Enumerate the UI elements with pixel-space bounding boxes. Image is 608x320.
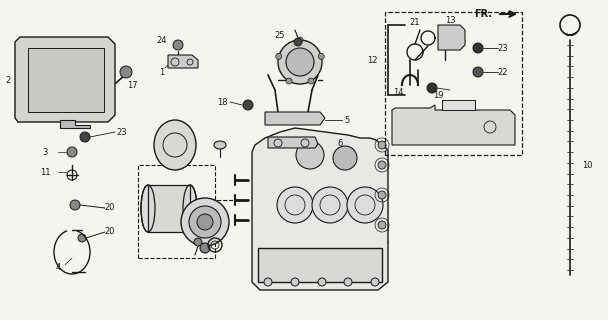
Circle shape bbox=[78, 234, 86, 242]
Circle shape bbox=[308, 78, 314, 84]
Circle shape bbox=[173, 40, 183, 50]
Text: 24: 24 bbox=[157, 36, 167, 44]
Circle shape bbox=[296, 141, 324, 169]
Text: 18: 18 bbox=[216, 98, 227, 107]
Polygon shape bbox=[438, 25, 465, 50]
Circle shape bbox=[378, 161, 386, 169]
Text: 23: 23 bbox=[498, 44, 508, 52]
Polygon shape bbox=[258, 248, 382, 282]
Circle shape bbox=[277, 187, 313, 223]
Polygon shape bbox=[60, 120, 90, 128]
Polygon shape bbox=[442, 100, 475, 110]
Text: 14: 14 bbox=[393, 87, 403, 97]
Circle shape bbox=[291, 278, 299, 286]
Text: 11: 11 bbox=[40, 167, 50, 177]
Circle shape bbox=[378, 221, 386, 229]
Ellipse shape bbox=[141, 185, 155, 232]
Text: 3: 3 bbox=[43, 148, 47, 156]
Text: 6: 6 bbox=[337, 139, 343, 148]
Circle shape bbox=[286, 78, 292, 84]
Circle shape bbox=[378, 191, 386, 199]
Circle shape bbox=[297, 37, 303, 43]
Text: 21: 21 bbox=[410, 18, 420, 27]
Text: 1: 1 bbox=[159, 68, 165, 76]
Text: 13: 13 bbox=[444, 15, 455, 25]
Text: 20: 20 bbox=[105, 204, 116, 212]
Circle shape bbox=[473, 43, 483, 53]
Circle shape bbox=[427, 83, 437, 93]
Circle shape bbox=[344, 278, 352, 286]
Ellipse shape bbox=[214, 141, 226, 149]
Circle shape bbox=[194, 238, 202, 246]
Polygon shape bbox=[265, 112, 325, 125]
Polygon shape bbox=[252, 128, 388, 290]
Polygon shape bbox=[15, 37, 115, 122]
Ellipse shape bbox=[154, 120, 196, 170]
Circle shape bbox=[120, 66, 132, 78]
Circle shape bbox=[181, 198, 229, 246]
Circle shape bbox=[294, 38, 302, 46]
Circle shape bbox=[333, 146, 357, 170]
Circle shape bbox=[67, 147, 77, 157]
Circle shape bbox=[80, 132, 90, 142]
Text: 23: 23 bbox=[117, 127, 127, 137]
Circle shape bbox=[378, 141, 386, 149]
Circle shape bbox=[243, 100, 253, 110]
Polygon shape bbox=[28, 48, 104, 112]
Circle shape bbox=[312, 187, 348, 223]
Circle shape bbox=[70, 200, 80, 210]
Circle shape bbox=[318, 278, 326, 286]
Text: 17: 17 bbox=[126, 81, 137, 90]
Polygon shape bbox=[148, 185, 190, 232]
Polygon shape bbox=[168, 55, 198, 68]
Circle shape bbox=[189, 206, 221, 238]
Circle shape bbox=[276, 53, 282, 59]
Polygon shape bbox=[392, 105, 515, 145]
Text: 4: 4 bbox=[55, 263, 61, 273]
Text: 19: 19 bbox=[433, 91, 443, 100]
Text: 22: 22 bbox=[498, 68, 508, 76]
Text: 12: 12 bbox=[367, 55, 378, 65]
Circle shape bbox=[371, 278, 379, 286]
Text: 10: 10 bbox=[582, 161, 593, 170]
Polygon shape bbox=[268, 137, 318, 148]
Circle shape bbox=[264, 278, 272, 286]
Circle shape bbox=[197, 214, 213, 230]
Text: 20: 20 bbox=[105, 228, 116, 236]
Text: 2: 2 bbox=[5, 76, 10, 84]
Circle shape bbox=[347, 187, 383, 223]
Text: 25: 25 bbox=[275, 30, 285, 39]
Circle shape bbox=[200, 243, 210, 253]
Text: FR.: FR. bbox=[474, 9, 492, 19]
Circle shape bbox=[286, 48, 314, 76]
Circle shape bbox=[278, 40, 322, 84]
Circle shape bbox=[473, 67, 483, 77]
Text: 5: 5 bbox=[344, 116, 350, 124]
Circle shape bbox=[318, 53, 324, 59]
Ellipse shape bbox=[183, 185, 197, 232]
